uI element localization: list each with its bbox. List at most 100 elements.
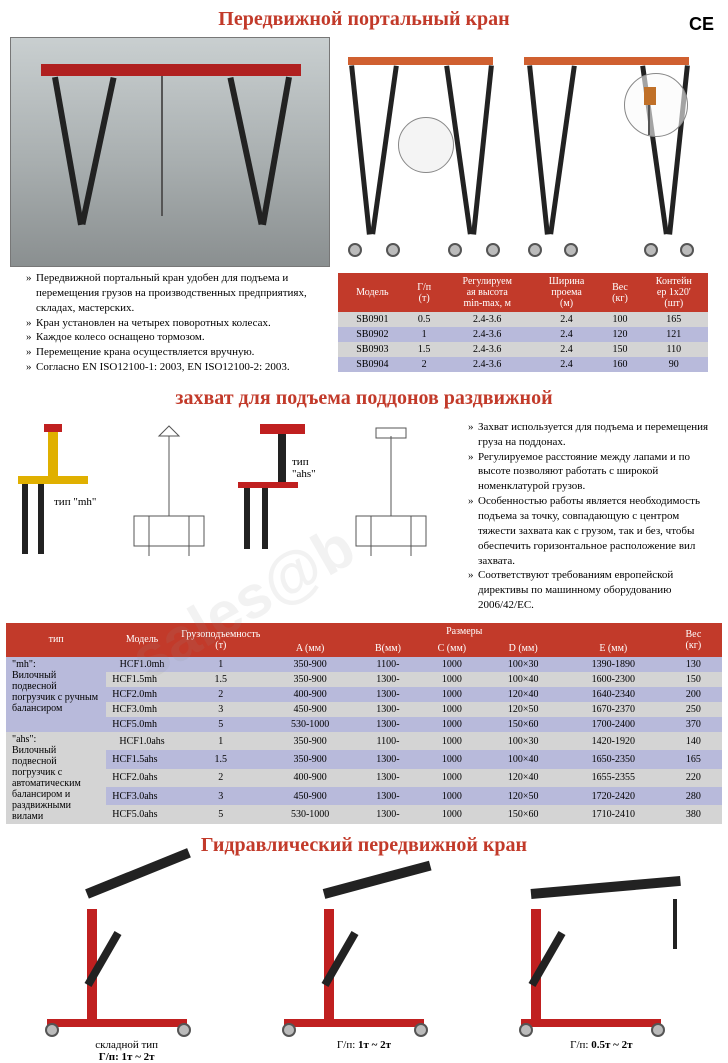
table-header: Контейнер 1x20'(шт) bbox=[640, 273, 708, 312]
table-cell: 2.4 bbox=[533, 357, 601, 372]
table-cell: 1670-2370 bbox=[562, 702, 665, 717]
table-cell: 5 bbox=[178, 717, 264, 732]
table-cell: HCF5.0mh bbox=[106, 717, 178, 732]
bullet-item: Захват используется для подъема и переме… bbox=[468, 420, 710, 450]
table-cell: 1000 bbox=[419, 769, 484, 787]
table-cell: 2.4 bbox=[533, 342, 601, 357]
table-cell: 370 bbox=[665, 717, 722, 732]
table-cell: 90 bbox=[640, 357, 708, 372]
table-cell: 530-1000 bbox=[264, 717, 357, 732]
table-header: Модель bbox=[338, 273, 407, 312]
table-subheader: B(мм) bbox=[357, 640, 420, 657]
group-desc: "mh":Вилочный подвесной погрузчик с ручн… bbox=[6, 657, 106, 732]
table-cell: HCF3.0mh bbox=[106, 702, 178, 717]
hydraulic-crane-image bbox=[27, 869, 227, 1039]
table-cell: HCF5.0ahs bbox=[106, 805, 178, 823]
table-cell: 150×60 bbox=[484, 717, 561, 732]
table-cell: 1100- bbox=[357, 732, 420, 750]
table-cell: 1300- bbox=[357, 769, 420, 787]
table-cell: 1.5 bbox=[407, 342, 442, 357]
table-cell: 1300- bbox=[357, 805, 420, 823]
section1-title: Передвижной портальный кран bbox=[0, 8, 728, 31]
section1-bullets: Передвижной портальный кран удобен для п… bbox=[10, 267, 330, 379]
table-cell: 1390-1890 bbox=[562, 657, 665, 672]
hydraulic-crane-image bbox=[264, 869, 464, 1039]
table-cell: 1 bbox=[407, 327, 442, 342]
table-cell: 1000 bbox=[419, 805, 484, 823]
table-cell: 110 bbox=[640, 342, 708, 357]
table-cell: 1300- bbox=[357, 787, 420, 805]
table-subheader: D (мм) bbox=[484, 640, 561, 657]
table-cell: 2.4-3.6 bbox=[442, 327, 533, 342]
table-cell: 1300- bbox=[357, 687, 420, 702]
table-cell: HCF1.0mh bbox=[106, 657, 178, 672]
table-cell: 2.4-3.6 bbox=[442, 312, 533, 327]
table-cell: 1100- bbox=[357, 657, 420, 672]
table-header: Грузоподъемность(т) bbox=[178, 623, 264, 657]
table-cell: 165 bbox=[640, 312, 708, 327]
table-header: Модель bbox=[106, 623, 178, 657]
table-subheader: A (мм) bbox=[264, 640, 357, 657]
fork-mh-diagram bbox=[114, 416, 224, 566]
table-cell: 530-1000 bbox=[264, 805, 357, 823]
table-cell: HCF1.5ahs bbox=[106, 750, 178, 768]
bullet-item: Каждое колесо оснащено тормозом. bbox=[26, 330, 320, 345]
table-cell: 2.4-3.6 bbox=[442, 357, 533, 372]
section2-table: типМодельГрузоподъемность(т)РазмерыВес(к… bbox=[6, 623, 722, 824]
table-cell: 1000 bbox=[419, 750, 484, 768]
table-cell: 1300- bbox=[357, 750, 420, 768]
table-header: Вес(кг) bbox=[600, 273, 639, 312]
crane-caption: Г/п: 0.5т ~ 2т bbox=[491, 1039, 711, 1051]
gantry-photo bbox=[10, 37, 330, 267]
table-cell: SB0901 bbox=[338, 312, 407, 327]
table-cell: 121 bbox=[640, 327, 708, 342]
table-cell: 350-900 bbox=[264, 657, 357, 672]
table-cell: 2 bbox=[178, 769, 264, 787]
table-cell: 120 bbox=[600, 327, 639, 342]
table-cell: HCF3.0ahs bbox=[106, 787, 178, 805]
table-cell: SB0903 bbox=[338, 342, 407, 357]
hydraulic-crane-image bbox=[501, 869, 701, 1039]
table-cell: 350-900 bbox=[264, 672, 357, 687]
table-cell: 350-900 bbox=[264, 750, 357, 768]
table-cell: 120×50 bbox=[484, 787, 561, 805]
bullet-item: Соответствуют требованиям европейской ди… bbox=[468, 568, 710, 613]
hydraulic-crane-item: Г/п: 1т ~ 2т bbox=[254, 869, 474, 1063]
crane-caption: Г/п: 1т ~ 2т bbox=[254, 1039, 474, 1051]
table-cell: 2 bbox=[407, 357, 442, 372]
table-cell: HCF2.0ahs bbox=[106, 769, 178, 787]
group-desc: "ahs":Вилочный подвесной погрузчик с авт… bbox=[6, 732, 106, 824]
table-cell: 1000 bbox=[419, 787, 484, 805]
table-header: Ширинапроема(м) bbox=[533, 273, 601, 312]
table-cell: 1.5 bbox=[178, 672, 264, 687]
table-cell: 1720-2420 bbox=[562, 787, 665, 805]
table-header: Регулируемая высотаmin-max, м bbox=[442, 273, 533, 312]
table-cell: 2.4-3.6 bbox=[442, 342, 533, 357]
gantry-diagram-2 bbox=[514, 37, 704, 267]
table-cell: 140 bbox=[665, 732, 722, 750]
table-cell: 1700-2400 bbox=[562, 717, 665, 732]
section3-title: Гидравлический передвижной кран bbox=[0, 834, 728, 857]
bullet-item: Передвижной портальный кран удобен для п… bbox=[26, 271, 320, 316]
table-header: Размеры bbox=[264, 623, 665, 640]
table-cell: 2.4 bbox=[533, 327, 601, 342]
table-cell: HCF2.0mh bbox=[106, 687, 178, 702]
table-cell: 150 bbox=[600, 342, 639, 357]
bullet-item: Перемещение крана осуществляется вручную… bbox=[26, 345, 320, 360]
table-cell: 380 bbox=[665, 805, 722, 823]
table-cell: 1000 bbox=[419, 702, 484, 717]
table-cell: 165 bbox=[665, 750, 722, 768]
table-cell: 1.5 bbox=[178, 750, 264, 768]
table-subheader: C (мм) bbox=[419, 640, 484, 657]
table-cell: 120×40 bbox=[484, 687, 561, 702]
table-subheader: E (мм) bbox=[562, 640, 665, 657]
table-cell: 100×30 bbox=[484, 657, 561, 672]
table-cell: 2 bbox=[178, 687, 264, 702]
section2-bullets: Захват используется для подъема и переме… bbox=[452, 416, 720, 617]
bullet-item: Особенностью работы является необходимос… bbox=[468, 494, 710, 568]
table-cell: 1300- bbox=[357, 717, 420, 732]
table-cell: 250 bbox=[665, 702, 722, 717]
table-cell: SB0902 bbox=[338, 327, 407, 342]
table-cell: 5 bbox=[178, 805, 264, 823]
table-cell: HCF1.5mh bbox=[106, 672, 178, 687]
